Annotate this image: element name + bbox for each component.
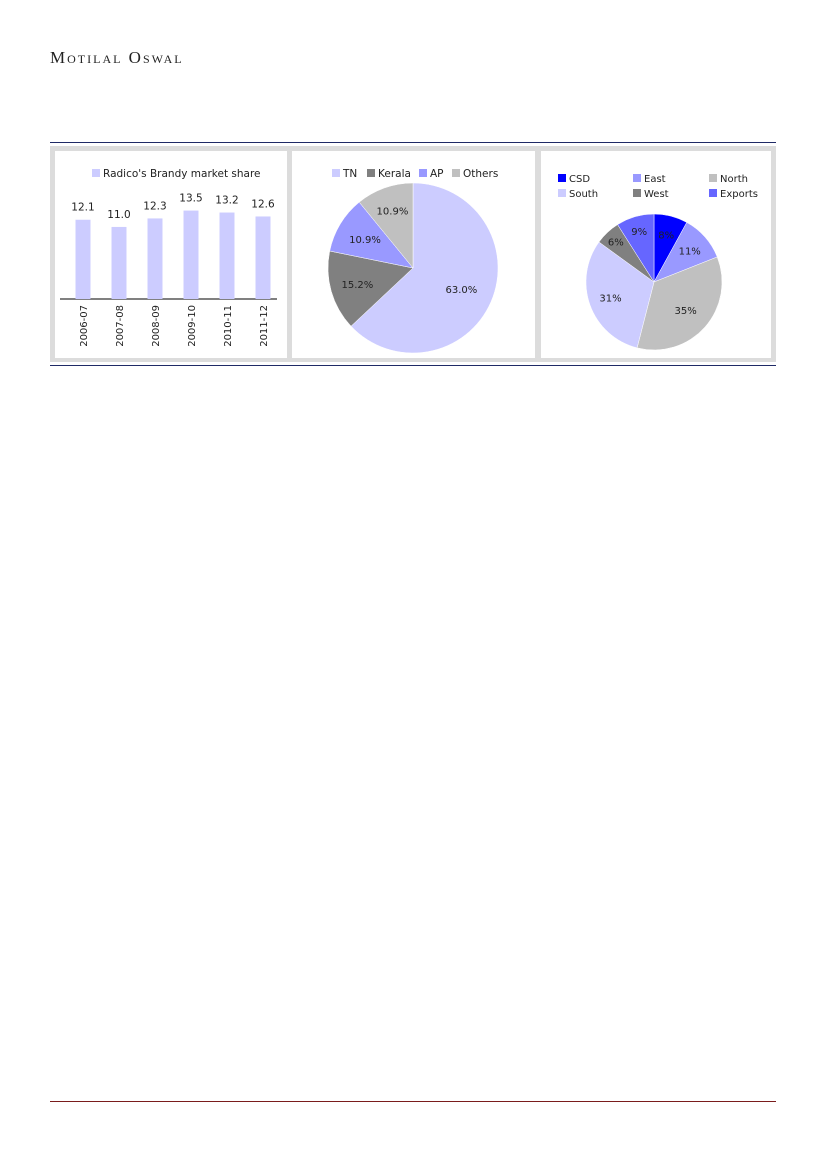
legend-label: CSD (569, 174, 590, 185)
bar-value-label: 12.3 (143, 200, 166, 212)
x-tick-label: 2007-08 (115, 305, 126, 347)
bar-chart-svg: Radico's Brandy market share 12.1 2006-07 1… (60, 168, 277, 347)
bar (111, 226, 127, 299)
bar (147, 218, 163, 299)
pie-slice-exports (617, 213, 655, 283)
region-mix-pie-chart: CSD East North South West Exports 8% 11% 35% 31% 6… (541, 151, 771, 358)
bar-value-label: 11.0 (107, 209, 130, 221)
x-tick-label: 2008-09 (151, 305, 162, 347)
pie-slice-south (585, 241, 655, 349)
brandy-share-bar-chart: Radico's Brandy market share 12.1 2006-07 1… (55, 151, 287, 358)
state-mix-pie-chart: TN Kerala AP Others 63.0% 15.2% 10.9% 10.9% (292, 151, 535, 358)
x-tick-label: 2009-10 (187, 305, 198, 347)
pie-slice-others (358, 182, 414, 269)
pie-slice-label: 63.0% (445, 285, 477, 296)
bar (219, 212, 235, 299)
pie-slice-label: 31% (599, 294, 621, 305)
legend-swatch (709, 189, 717, 197)
legend-swatch (633, 174, 641, 182)
bar-value-label: 12.1 (71, 202, 94, 214)
region-pie-svg: CSD East North South West Exports 8% 11% 35% 31% 6… (558, 174, 758, 351)
legend-swatch (332, 169, 340, 177)
legend-label: Radico's Brandy market share (103, 168, 261, 180)
bar-value-label: 13.5 (179, 193, 202, 205)
bar-value-label: 13.2 (215, 195, 238, 207)
x-tick-label: 2006-07 (79, 305, 90, 347)
legend-swatch (558, 174, 566, 182)
legend-label: AP (430, 168, 444, 180)
footer-divider (50, 1101, 776, 1102)
pie-slice-tn (350, 182, 499, 354)
pie-slice-label: 8% (658, 231, 674, 242)
bar-value-label: 12.6 (251, 198, 275, 210)
pie-slice-kerala (327, 250, 414, 327)
legend-swatch (709, 174, 717, 182)
legend-label: East (644, 174, 666, 185)
bar (183, 210, 199, 299)
brand-logo-text: Motilal Oswal (50, 48, 184, 67)
bottom-divider (50, 365, 776, 366)
legend-swatch (419, 169, 427, 177)
bar (255, 216, 271, 299)
pie-slice-label: 11% (679, 247, 701, 258)
legend-label: South (569, 189, 598, 200)
legend-swatch (633, 189, 641, 197)
chart-strip: Radico's Brandy market share 12.1 2006-07 1… (50, 146, 776, 362)
bar (75, 219, 91, 299)
legend-label: Kerala (378, 168, 411, 180)
pie-slice-label: 9% (631, 227, 647, 238)
legend-swatch (558, 189, 566, 197)
legend-label: Exports (720, 189, 758, 200)
x-tick-label: 2010-11 (223, 305, 234, 347)
x-tick-label: 2011-12 (259, 305, 270, 347)
legend-label: North (720, 174, 748, 185)
pie-slice-label: 35% (675, 306, 697, 317)
legend-label: West (644, 189, 669, 200)
legend-label: TN (342, 168, 357, 180)
legend-swatch (367, 169, 375, 177)
legend-label: Others (463, 168, 498, 180)
legend-swatch (92, 169, 100, 177)
legend-swatch (452, 169, 460, 177)
pie-slice-label: 10.9% (377, 206, 409, 217)
pie-slice-label: 10.9% (349, 235, 381, 246)
state-pie-svg: TN Kerala AP Others 63.0% 15.2% 10.9% 10.9% (327, 168, 499, 354)
pie-slice-label: 15.2% (342, 280, 374, 291)
pie-slice-label: 6% (608, 237, 624, 248)
pie-slice-north (636, 256, 723, 351)
top-divider (50, 142, 776, 143)
